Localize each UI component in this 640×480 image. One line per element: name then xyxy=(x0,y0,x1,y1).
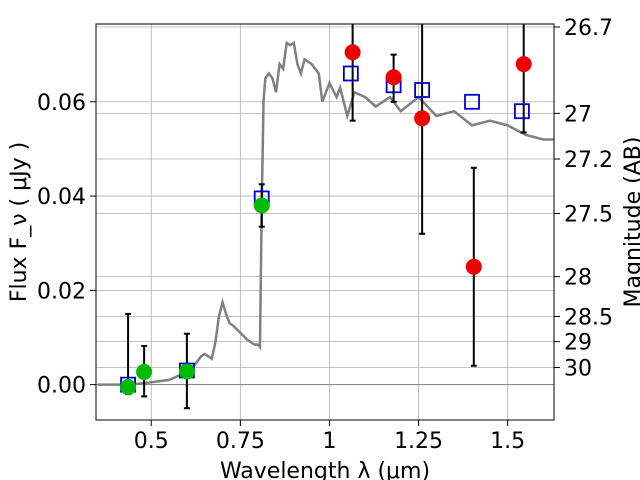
y-tick-label: 0.00 xyxy=(37,374,86,399)
model-photometry-square xyxy=(464,93,480,110)
y2-tick-label: 29 xyxy=(564,331,592,356)
y2-axis-title: Magnitude (AB) xyxy=(621,137,640,308)
nir-detection-point xyxy=(465,258,482,275)
nir-detection-point xyxy=(385,69,402,86)
y-tick-label: 0.06 xyxy=(37,91,86,116)
x-tick-label: 0.75 xyxy=(216,429,265,454)
x-tick-label: 1.25 xyxy=(394,429,443,454)
y2-tick-label: 27.5 xyxy=(564,202,613,227)
x-tick-label: 1.5 xyxy=(490,429,525,454)
optical-detection-point xyxy=(178,363,195,380)
y2-tick-label: 27.2 xyxy=(564,148,613,173)
y-axis-ticks: 0.00 0.02 0.04 0.06 xyxy=(37,91,96,399)
error-bars xyxy=(125,24,527,410)
observed-points xyxy=(120,44,532,395)
nir-detection-point xyxy=(414,110,431,127)
nir-detection-point xyxy=(515,56,532,73)
y2-tick-label: 30 xyxy=(564,357,592,382)
optical-detection-point xyxy=(120,379,137,395)
model-photometry-square xyxy=(342,65,359,82)
y-tick-label: 0.02 xyxy=(37,279,86,304)
model-spectrum-line xyxy=(97,40,554,386)
x-axis-title: Wavelength λ (μm) xyxy=(220,459,430,480)
model-photometry-points xyxy=(120,65,530,393)
y2-tick-label: 28.5 xyxy=(564,305,613,330)
model-photometry-square xyxy=(514,103,530,120)
y2-tick-label: 28 xyxy=(564,266,592,291)
optical-detection-point xyxy=(136,363,153,380)
y2-tick-label: 26.7 xyxy=(564,16,613,41)
y2-tick-label: 27 xyxy=(564,102,592,127)
model-photometry-square xyxy=(414,82,431,98)
nir-detection-point xyxy=(344,44,361,61)
optical-detection-point xyxy=(253,197,270,214)
x-tick-label: 0.5 xyxy=(134,429,169,454)
x-axis-ticks: 0.5 0.75 1 1.25 1.5 xyxy=(134,420,525,454)
grid xyxy=(96,24,554,420)
y-tick-label: 0.04 xyxy=(37,185,86,210)
x-tick-label: 1 xyxy=(322,429,336,454)
y-axis-title: Flux F_ν ( μJy ) xyxy=(7,142,32,302)
plot-frame xyxy=(95,23,555,421)
